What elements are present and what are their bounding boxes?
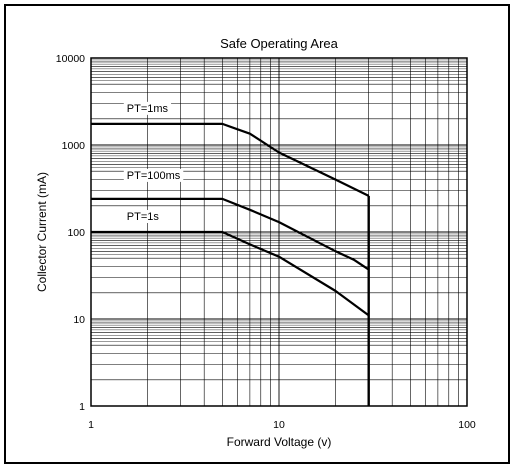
curve-label: PT=1s [127, 211, 160, 223]
curve-label-background [123, 101, 172, 115]
y-tick-label: 10 [73, 314, 85, 326]
curve-label-background [123, 210, 162, 223]
curve-line [91, 197, 370, 271]
x-axis-label: Forward Voltage (v) [227, 435, 332, 449]
curve-line [91, 230, 370, 317]
curves [91, 122, 370, 406]
curve-labels: PT=1ms PT=100ms PT=1s [123, 101, 184, 223]
x-tick-label: 1 [88, 419, 94, 431]
y-axis-label: Collector Current (mA) [35, 172, 49, 292]
y-tick-label: 1 [79, 401, 85, 413]
curve-label-background [123, 168, 184, 182]
x-tick-label: 100 [458, 419, 476, 431]
y-tick-label: 10000 [56, 53, 85, 65]
x-tick-label: 10 [273, 419, 285, 431]
x-tick-labels: 1 10 100 [88, 419, 476, 431]
curve-line [91, 122, 370, 197]
y-tick-label: 1000 [62, 140, 86, 152]
curve-label: PT=1ms [127, 103, 169, 115]
chart-title: Safe Operating Area [220, 36, 339, 51]
y-tick-labels: 1 10 100 1000 10000 [56, 53, 85, 413]
curve-label: PT=100ms [127, 170, 181, 182]
y-tick-label: 100 [67, 227, 85, 239]
